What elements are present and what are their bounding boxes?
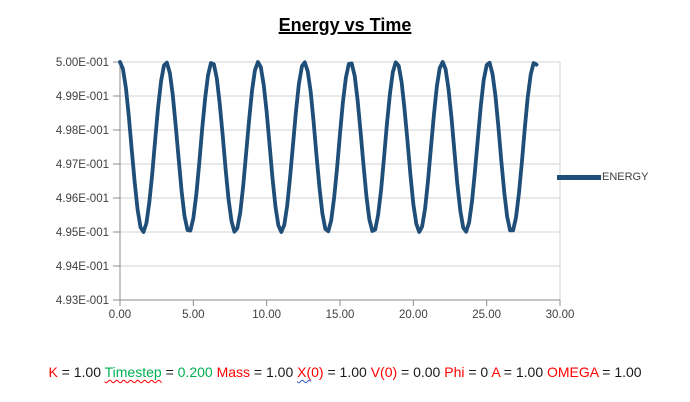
y-tick-label: 4.99E-001	[56, 91, 109, 103]
y-tick-label: 4.95E-001	[56, 227, 109, 239]
x-tick-label: 20.00	[399, 309, 428, 321]
caption-segment: Mass	[216, 364, 251, 380]
chart-title: Energy vs Time	[278, 15, 412, 35]
caption-segment: = 1.00	[598, 364, 642, 380]
caption-segment: = 1.00	[323, 364, 371, 380]
x-tick-label: 0.00	[109, 309, 131, 321]
x-tick-label: 15.00	[326, 309, 355, 321]
caption-segment: K	[48, 364, 58, 380]
legend-label: ENERGY	[602, 171, 649, 183]
y-tick-label: 5.00E-001	[56, 57, 109, 69]
legend[interactable]: ENERGY	[557, 171, 648, 183]
energy-series-line[interactable]	[118, 60, 539, 234]
caption-segment: Phi	[444, 364, 465, 380]
caption-segment: = 1.00	[499, 364, 547, 380]
caption-segment: X(	[297, 364, 312, 380]
caption-segment: = 1.00	[250, 364, 298, 380]
caption-segment: A	[491, 364, 500, 380]
x-tick-label: 5.00	[182, 309, 204, 321]
caption-segment: = 0.00	[397, 364, 445, 380]
caption-segment: Timestep	[104, 364, 162, 380]
caption-segment: V(0)	[370, 364, 398, 380]
caption-segment: 0)	[311, 364, 324, 380]
caption-segment: OMEGA	[547, 364, 599, 380]
legend-line-icon	[557, 174, 601, 180]
y-tick-label: 4.97E-001	[56, 159, 109, 171]
y-tick-label: 4.93E-001	[56, 295, 109, 307]
x-tick-label: 10.00	[252, 309, 281, 321]
y-tick-label: 4.94E-001	[56, 261, 109, 273]
y-tick-label: 4.98E-001	[56, 125, 109, 137]
caption-segment: = 1.00	[57, 364, 105, 380]
caption-segment: 0.200	[177, 364, 213, 380]
y-tick-label: 4.96E-001	[56, 193, 109, 205]
parameters-caption: K = 1.00 Timestep = 0.200 Mass = 1.00 X(…	[0, 362, 690, 382]
x-tick-label: 25.00	[472, 309, 501, 321]
caption-segment: = 0	[464, 364, 492, 380]
x-tick-label: 30.00	[546, 309, 575, 321]
caption-segment: =	[161, 364, 178, 380]
